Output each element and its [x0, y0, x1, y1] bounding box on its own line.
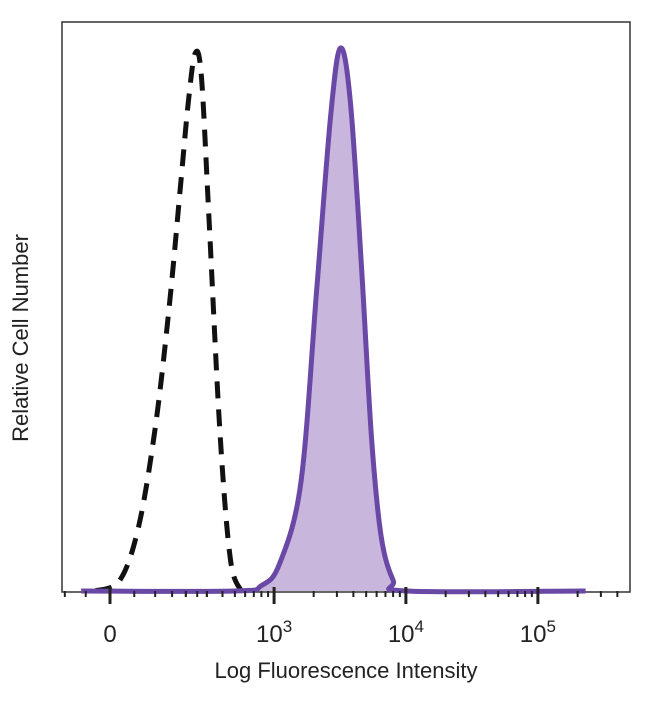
- plot-frame: [61, 21, 631, 593]
- x-tick-label: 105: [520, 617, 556, 648]
- control-histogram-line: [94, 48, 244, 594]
- x-tick-label: 104: [388, 617, 424, 648]
- y-axis-title: Relative Cell Number: [8, 234, 33, 442]
- x-axis-ticks: [63, 587, 619, 604]
- x-tick-label: 103: [256, 617, 292, 648]
- stained-histogram-fill: [81, 47, 586, 592]
- stained-histogram-line: [81, 45, 586, 595]
- series-layer: [81, 45, 586, 595]
- x-axis-title: Log Fluorescence Intensity: [215, 658, 478, 683]
- x-tick-label: 0: [103, 621, 116, 648]
- x-tick-labels: 0 103 104 105: [103, 617, 556, 648]
